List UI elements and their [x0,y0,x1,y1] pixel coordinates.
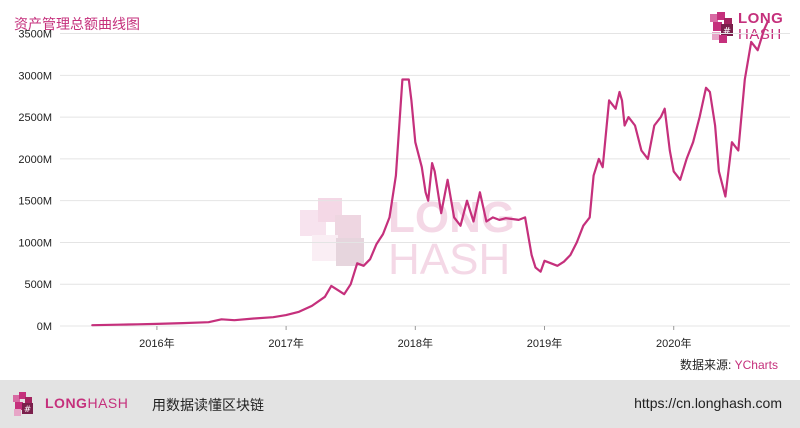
footer-brand-hash: HASH [87,395,129,411]
x-tick-label: 2016年 [139,336,174,350]
x-tick-label: 2019年 [527,336,562,350]
series-layer [91,19,770,327]
cube-logo-icon: # [710,12,733,43]
footer-brand-long: LONG [45,395,88,411]
y-tick-label: 1500M [18,196,52,208]
y-tick-label: 500M [24,279,52,291]
y-tick-label: 2500M [18,112,52,124]
logo-word-hash: HASH [738,26,782,43]
chart-title: 资产管理总额曲线图 [14,16,140,32]
y-tick-label: 3500M [18,29,52,41]
footer-cube-logo-icon: # [13,392,33,416]
footer-url[interactable]: https://cn.longhash.com [634,395,782,411]
x-axis-ticks: 2016年 2017年 2018年 2019年 2020年 [139,326,691,350]
x-tick-label: 2020年 [656,336,691,350]
footer-bar: # LONGHASH 用数据读懂区块链 https://cn.longhash.… [0,380,800,428]
footer-brand: LONGHASH [45,395,128,411]
svg-text:#: # [24,405,32,415]
longhash-logo: # LONG HASH [708,10,786,44]
data-source: 数据来源: YCharts [680,356,778,373]
x-tick-label: 2018年 [398,336,433,350]
logo-word-long: LONG [738,10,784,27]
y-tick-label: 3000M [18,70,52,82]
svg-text:HASH: HASH [388,235,510,284]
grid-lines [60,33,790,327]
y-tick-label: 1000M [18,237,52,249]
y-axis-ticks: 0M 500M 1000M 1500M 2000M 2500M 3000M 3500M [18,29,52,333]
x-tick-label: 2017年 [268,336,303,350]
source-name: YCharts [734,358,778,372]
svg-text:#: # [723,26,731,37]
y-tick-label: 0M [37,321,52,333]
footer-tagline: 用数据读懂区块链 [152,397,264,413]
series-line [91,19,770,327]
line-chart: LONG HASH 0M500M1000M1500M2000M2500M3000… [18,19,790,350]
y-tick-label: 2000M [18,154,52,166]
source-label: 数据来源: [679,358,732,372]
